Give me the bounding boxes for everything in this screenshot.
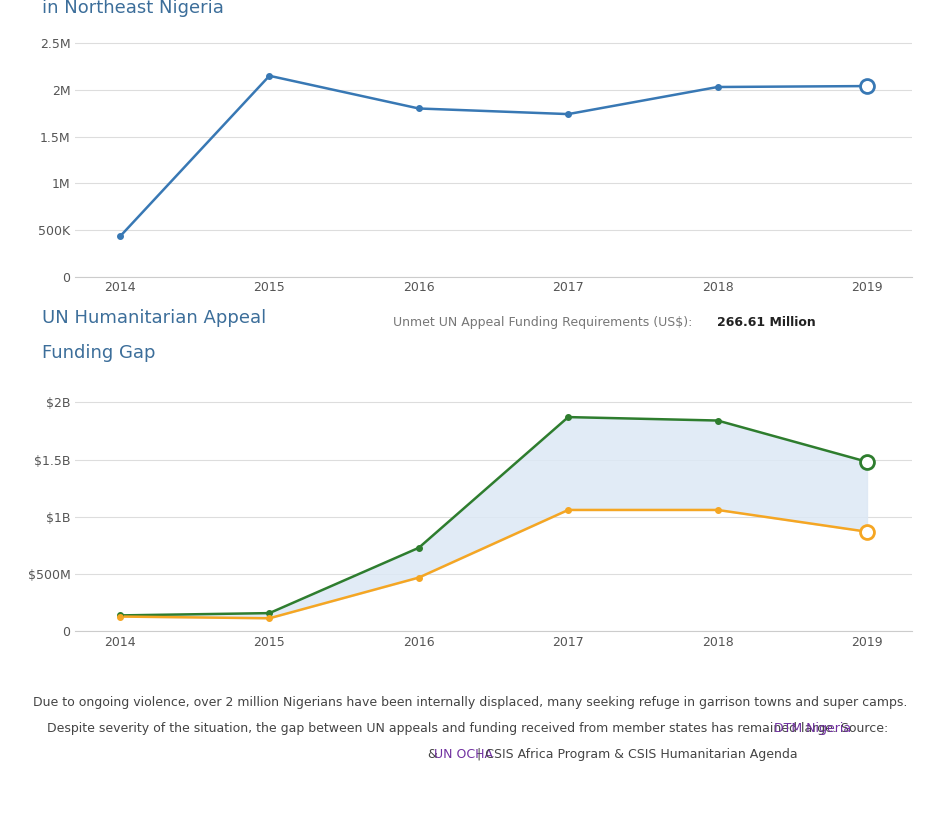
Text: DTM Nigeria: DTM Nigeria [774,722,851,735]
Text: Funding Gap: Funding Gap [41,344,155,362]
Text: Due to ongoing violence, over 2 million Nigerians have been internally displaced: Due to ongoing violence, over 2 million … [33,696,907,709]
Text: Unmet UN Appeal Funding Requirements (US$):: Unmet UN Appeal Funding Requirements (US… [393,316,697,329]
Text: UN Humanitarian Appeal: UN Humanitarian Appeal [41,309,266,326]
Text: Despite severity of the situation, the gap between UN appeals and funding receiv: Despite severity of the situation, the g… [47,722,893,735]
Text: 266.61 Million: 266.61 Million [717,316,816,329]
Text: in Northeast Nigeria: in Northeast Nigeria [41,0,224,17]
Text: &: & [428,748,442,761]
Text: UN OCHA: UN OCHA [434,748,494,761]
Text: | CSIS Africa Program & CSIS Humanitarian Agenda: | CSIS Africa Program & CSIS Humanitaria… [473,748,797,761]
